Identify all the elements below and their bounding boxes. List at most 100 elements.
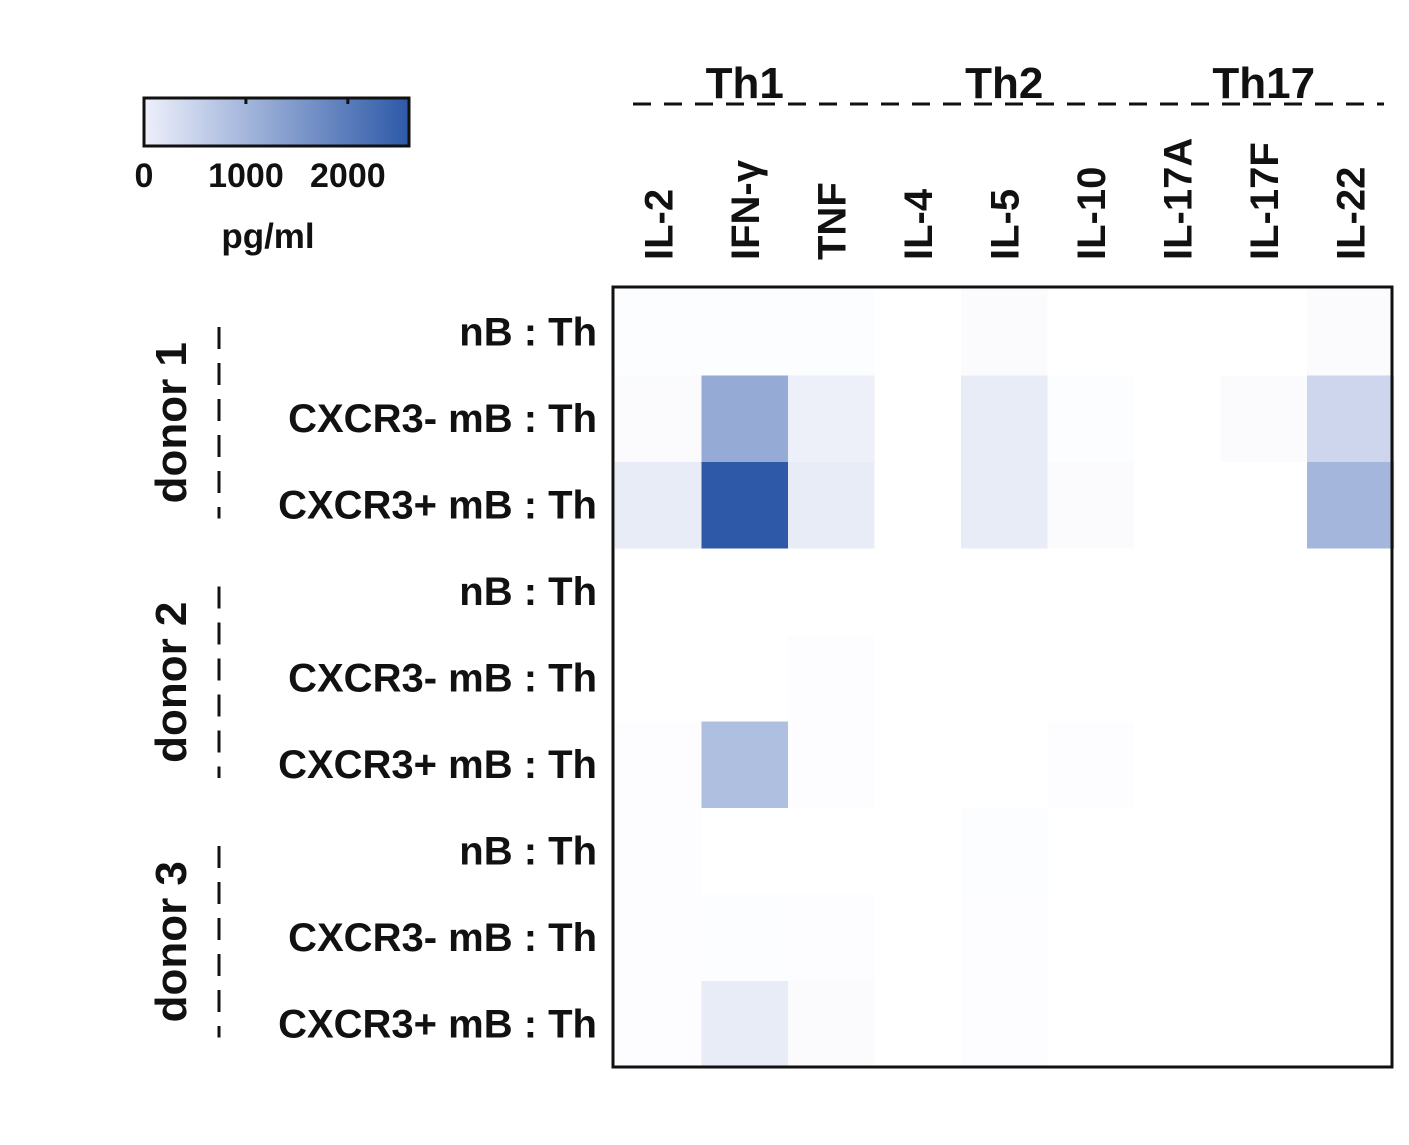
colorbar-tick-label: 1000 (208, 157, 284, 195)
heatmap-cell (788, 808, 876, 896)
condition-row-label: CXCR3- mB : Th (288, 916, 597, 960)
heatmap-cell (874, 375, 962, 463)
condition-row-label: CXCR3+ mB : Th (278, 1002, 597, 1046)
cytokine-group-headers: Th1 Th2 Th17 (633, 56, 1384, 108)
heatmap-cell (1220, 289, 1308, 377)
heatmap-cell (615, 635, 703, 723)
cytokine-column-label: IL-4 (897, 188, 941, 260)
heatmap-cell (874, 548, 962, 636)
heatmap-cell (701, 721, 789, 809)
heatmap-cell (701, 289, 789, 377)
heatmap-cell (701, 635, 789, 723)
heatmap-cell (961, 894, 1049, 982)
heatmap-cell (1134, 635, 1222, 723)
heatmap-cell (701, 894, 789, 982)
heatmap-cell (1047, 548, 1135, 636)
heatmap-cell (961, 635, 1049, 723)
heatmap-cell (788, 375, 876, 463)
heatmap-cell (615, 981, 703, 1069)
heatmap-cell (1134, 808, 1222, 896)
heatmap-cell (1134, 548, 1222, 636)
heatmap-cell (1047, 289, 1135, 377)
heatmap-cell (874, 981, 962, 1069)
heatmap-cell (1047, 894, 1135, 982)
heatmap-cell (701, 808, 789, 896)
heatmap-cell (1307, 375, 1395, 463)
donor-group-labels: donor 1 donor 2 donor 3 (147, 327, 221, 1038)
condition-row-label: nB : Th (459, 570, 597, 614)
heatmap-cell (874, 721, 962, 809)
cytokine-column-label: IFN-γ (724, 159, 768, 260)
cytokine-column-label: IL-17F (1243, 142, 1287, 260)
heatmap-cell (1220, 808, 1308, 896)
heatmap-cell (1134, 981, 1222, 1069)
donor-label: donor 2 (147, 602, 196, 763)
heatmap-cell (1047, 808, 1135, 896)
heatmap-cell (1307, 462, 1395, 550)
cytokine-column-label: IL-17A (1156, 138, 1200, 260)
heatmap-cell (615, 462, 703, 550)
colorbar-tick-label: 0 (135, 157, 154, 195)
heatmap-cell (701, 375, 789, 463)
heatmap-cell (701, 462, 789, 550)
heatmap-cell (1220, 981, 1308, 1069)
heatmap-cell (788, 721, 876, 809)
heatmap-cell (1307, 289, 1395, 377)
heatmap-cell (874, 808, 962, 896)
condition-row-label: CXCR3- mB : Th (288, 397, 597, 441)
condition-row-label: nB : Th (459, 310, 597, 354)
heatmap-cell (1134, 375, 1222, 463)
heatmap-cell (788, 981, 876, 1069)
heatmap-cell (961, 548, 1049, 636)
heatmap-cell (1134, 462, 1222, 550)
heatmap-cell (788, 894, 876, 982)
heatmap-cells (615, 289, 1395, 1069)
heatmap-cell (874, 894, 962, 982)
heatmap-cell (1220, 375, 1308, 463)
heatmap-cell (1307, 721, 1395, 809)
heatmap-cell (1307, 981, 1395, 1069)
heatmap-cell (874, 635, 962, 723)
heatmap-cell (874, 462, 962, 550)
heatmap-cell (615, 289, 703, 377)
heatmap-cell (1220, 635, 1308, 723)
colorbar-gradient (142, 96, 411, 148)
heatmap-cell (1047, 635, 1135, 723)
heatmap-cell (961, 289, 1049, 377)
heatmap-cell (788, 635, 876, 723)
colorbar-ticks: 0 1000 2000 (135, 98, 386, 195)
heatmap-frame (611, 285, 1394, 1069)
heatmap-cell (961, 808, 1049, 896)
heatmap-cell (615, 375, 703, 463)
donor-label: donor 1 (147, 342, 196, 503)
condition-row-label: CXCR3+ mB : Th (278, 483, 597, 527)
heatmap-cell (788, 462, 876, 550)
heatmap-cell (615, 894, 703, 982)
heatmap-cell (788, 289, 876, 377)
group-label: Th2 (965, 59, 1043, 108)
heatmap-cell (1134, 721, 1222, 809)
cytokine-column-label: IL-22 (1329, 167, 1373, 260)
heatmap-cell (615, 548, 703, 636)
cytokine-column-label: IL-5 (983, 189, 1027, 260)
heatmap-cell (1307, 808, 1395, 896)
heatmap-cell (961, 721, 1049, 809)
heatmap-cell (961, 375, 1049, 463)
heatmap-cell (1047, 721, 1135, 809)
heatmap-cell (1307, 548, 1395, 636)
heatmap-cell (701, 548, 789, 636)
colorbar-legend: 0 1000 2000 pg/ml (135, 96, 411, 256)
condition-row-label: nB : Th (459, 829, 597, 873)
group-label-background (948, 56, 1061, 102)
heatmap-cell (1307, 894, 1395, 982)
condition-row-label: CXCR3+ mB : Th (278, 743, 597, 787)
condition-row-label: CXCR3- mB : Th (288, 656, 597, 700)
group-label-background (688, 56, 801, 102)
heatmap-cell (961, 981, 1049, 1069)
condition-row-labels: nB : Th CXCR3- mB : Th CXCR3+ mB : Th nB : … (278, 310, 597, 1046)
cytokine-column-labels: IL-2 IFN-γ TNF IL-4 IL-5 IL-10 IL-17A IL-17F IL-… (637, 138, 1373, 260)
heatmap-cell (874, 289, 962, 377)
cytokine-column-label: IL-10 (1070, 167, 1114, 260)
heatmap-cell (701, 981, 789, 1069)
